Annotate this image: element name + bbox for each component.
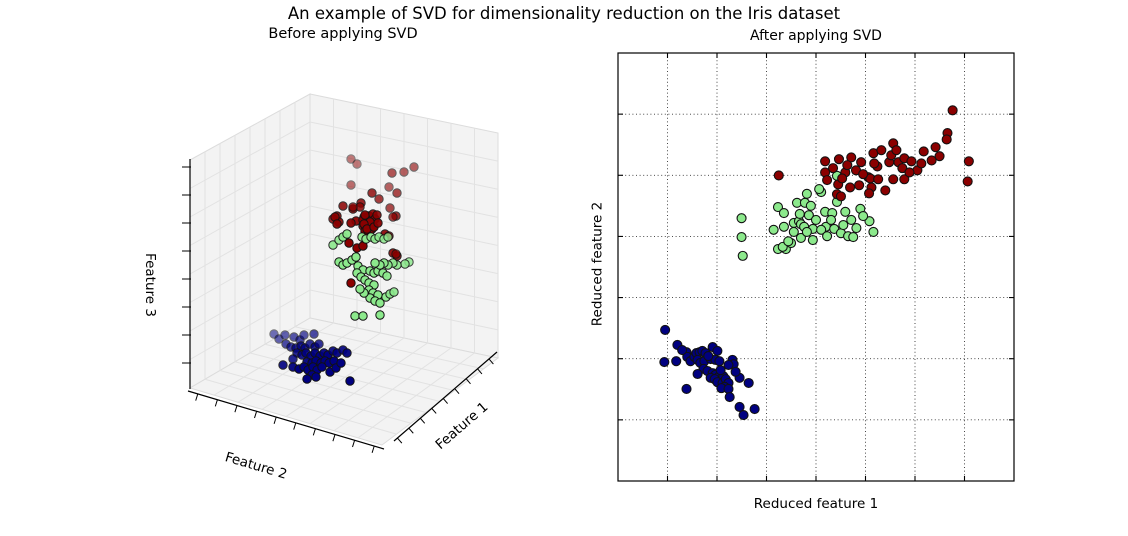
- right-plot-title: After applying SVD: [750, 28, 882, 44]
- axis-label-feature3: Feature 3: [142, 253, 158, 317]
- axis-label-reduced-feature2: Reduced feature 2: [589, 201, 606, 327]
- figure-title: An example of SVD for dimensionality red…: [287, 4, 841, 23]
- scatter2d-plot: [617, 52, 1015, 482]
- scatter3d-plot: [182, 93, 500, 453]
- left-plot-title: Before applying SVD: [268, 26, 418, 42]
- axis-label-reduced-feature1: Reduced feature 1: [753, 496, 879, 512]
